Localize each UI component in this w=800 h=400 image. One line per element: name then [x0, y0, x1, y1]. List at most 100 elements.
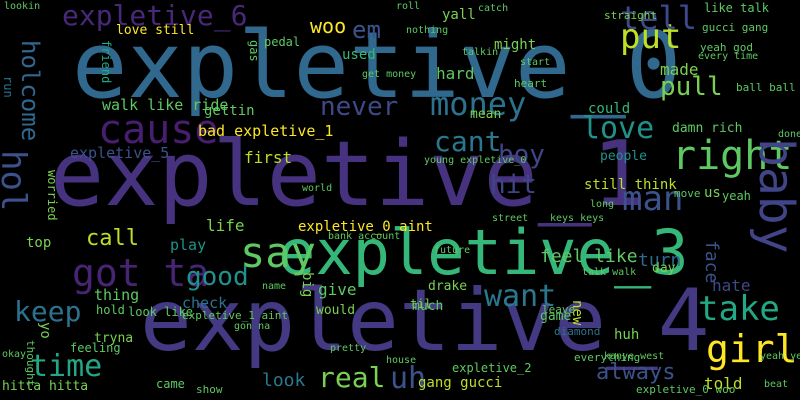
word: expletive_1: [50, 122, 647, 227]
word: never: [320, 92, 399, 122]
word: day: [652, 261, 676, 276]
word: lookin: [4, 1, 41, 12]
word: house: [386, 355, 417, 366]
word: came: [156, 377, 185, 391]
word: still think: [584, 177, 677, 193]
word: girl: [706, 327, 798, 371]
word: hate: [712, 276, 751, 295]
word: yeah god: [700, 41, 753, 54]
word: em: [352, 16, 381, 44]
word: expletive_0 woo: [636, 383, 736, 396]
word: hit: [490, 170, 537, 200]
word: expletive_1 aint: [182, 309, 288, 322]
word: got ta: [72, 251, 210, 295]
word: long: [590, 199, 615, 210]
word: would: [316, 303, 356, 318]
word: beat: [764, 379, 789, 390]
word: roll: [396, 1, 421, 12]
word: mean: [470, 107, 502, 122]
word: worried: [45, 170, 59, 221]
word: cause: [98, 107, 219, 153]
word: yo: [37, 322, 53, 339]
word: play: [170, 236, 207, 254]
word: talk walk: [582, 267, 637, 278]
word: put: [620, 17, 682, 57]
word: yeah yeah: [760, 351, 800, 362]
word: street: [492, 213, 529, 224]
word: name: [262, 281, 287, 292]
word: future: [434, 245, 471, 256]
word: young expletive_0: [424, 155, 527, 166]
word: baby: [748, 138, 800, 254]
word: everything: [574, 351, 641, 364]
word: first: [244, 148, 293, 167]
word: money: [430, 85, 527, 123]
word: bank account: [328, 231, 401, 242]
word: nothing: [406, 25, 449, 36]
word: gang gucci: [418, 375, 503, 391]
word: show: [196, 383, 223, 396]
word: hold: [96, 303, 125, 317]
word: expletive_0 aint: [298, 219, 433, 235]
word: done: [778, 129, 800, 140]
word: take: [698, 289, 780, 329]
word: pedal: [264, 35, 301, 49]
word: woo: [310, 14, 347, 38]
word: catch: [478, 3, 509, 14]
word: huh: [614, 327, 640, 343]
word: give: [318, 280, 357, 299]
word: gettin: [204, 103, 255, 119]
word: gucci gang: [702, 21, 769, 34]
word: straight: [604, 9, 657, 22]
word: right: [672, 133, 793, 179]
word: heart: [514, 77, 548, 90]
word: leave: [542, 303, 576, 316]
word: could: [588, 101, 631, 117]
word: want: [484, 279, 557, 314]
word: til: [410, 297, 432, 311]
word: start: [520, 57, 551, 68]
word: hard: [436, 64, 475, 83]
word: good: [186, 262, 249, 292]
word: life: [206, 216, 245, 235]
word: friend: [99, 40, 113, 84]
word: always: [596, 360, 676, 385]
word: move: [674, 187, 701, 200]
word: bad expletive_1: [198, 122, 334, 140]
word: world: [302, 183, 333, 194]
word: feel like: [540, 246, 638, 267]
word: much: [412, 299, 444, 314]
word: expletive_2: [452, 361, 532, 375]
word: ball ball: [736, 81, 796, 94]
word: every time: [698, 51, 759, 62]
word: gas: [247, 40, 261, 62]
word: tell: [620, 0, 698, 37]
word: get money: [362, 69, 417, 80]
word: say: [240, 228, 316, 277]
word: feeling: [70, 341, 121, 355]
word: pull: [660, 72, 723, 102]
word: look: [262, 370, 306, 391]
word: holcome: [16, 40, 44, 142]
word: kanye west: [604, 351, 665, 362]
word: tryna: [94, 331, 134, 346]
word: diamond: [554, 325, 601, 338]
word: game: [540, 309, 572, 324]
word: used: [342, 47, 376, 63]
word: keys keys: [550, 213, 605, 224]
word: thought: [24, 340, 37, 387]
word: yall: [442, 7, 476, 23]
word: walk like ride: [102, 96, 229, 114]
word: check: [182, 294, 228, 312]
word: talkin: [462, 47, 499, 58]
word: damn rich: [672, 121, 743, 136]
word: keep: [14, 295, 82, 328]
word: man: [622, 179, 684, 219]
word: expletive_0: [72, 12, 682, 119]
word: us: [704, 185, 721, 201]
word: top: [26, 235, 52, 251]
word: love still: [116, 23, 195, 38]
word: yeah: [722, 189, 751, 203]
word: look like: [128, 305, 194, 319]
word: told: [704, 374, 743, 393]
